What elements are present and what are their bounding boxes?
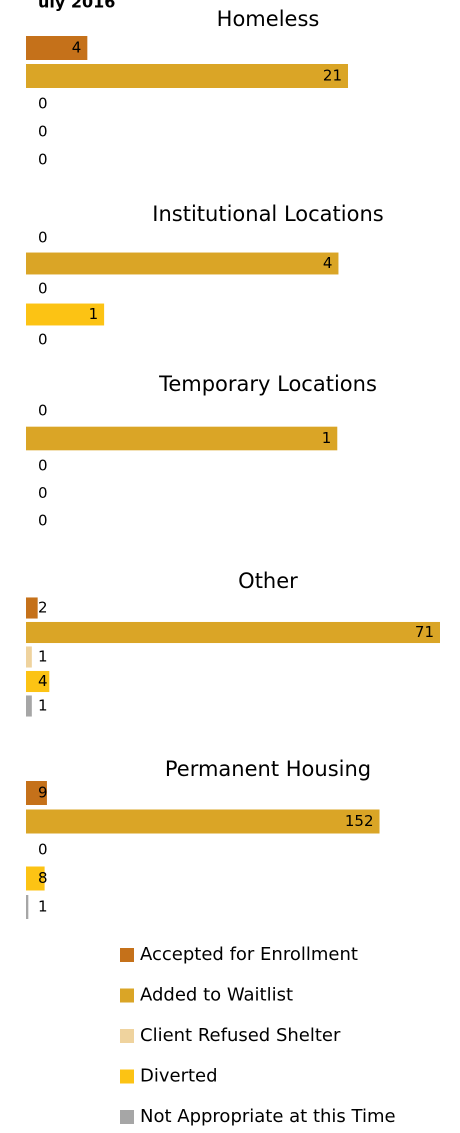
bar (26, 426, 338, 451)
value-label: 1 (38, 697, 48, 715)
bar (26, 895, 29, 919)
bar (26, 781, 47, 805)
bar (26, 809, 380, 834)
bar (26, 252, 339, 275)
bar (26, 646, 32, 668)
value-label: 4 (38, 672, 48, 690)
bar (26, 64, 348, 88)
value-label: 0 (38, 457, 48, 475)
value-label: 0 (38, 331, 48, 349)
value-label: 1 (322, 429, 332, 447)
panel-title: Institutional Locations (152, 202, 383, 226)
value-label: 0 (38, 151, 48, 169)
panel-title: Homeless (217, 7, 320, 31)
value-label: 1 (38, 648, 48, 666)
value-label: 0 (38, 229, 48, 247)
value-label: 0 (38, 512, 48, 530)
legend-label: Accepted for Enrollment (140, 944, 358, 965)
legend-label: Not Appropriate at this Time (140, 1106, 396, 1127)
panel-title: Temporary Locations (158, 372, 377, 396)
value-label: 0 (38, 123, 48, 141)
legend-swatch (120, 1110, 134, 1124)
value-label: 71 (415, 623, 434, 641)
panel-title: Other (238, 569, 298, 593)
value-label: 4 (323, 254, 333, 272)
legend-swatch (120, 1069, 134, 1084)
bar (26, 866, 45, 891)
value-label: 0 (38, 95, 48, 113)
bar (26, 670, 50, 693)
value-label: 1 (38, 898, 48, 916)
value-label: 4 (72, 39, 82, 57)
value-label: 0 (38, 280, 48, 298)
bar (26, 303, 105, 326)
page-title: uly 2016 (38, 0, 115, 12)
value-label: 0 (38, 841, 48, 859)
legend-label: Client Refused Shelter (140, 1025, 341, 1046)
legend-label: Added to Waitlist (140, 985, 293, 1006)
legend-label: Diverted (140, 1066, 218, 1087)
bar (26, 597, 38, 619)
legend-swatch (120, 948, 134, 962)
panel-title: Permanent Housing (165, 757, 371, 781)
bar (26, 621, 440, 644)
legend-swatch (120, 1029, 134, 1043)
legend-swatch (120, 988, 134, 1003)
value-label: 0 (38, 402, 48, 420)
value-label: 2 (38, 599, 48, 617)
bar (26, 695, 32, 717)
bar (26, 36, 88, 60)
value-label: 0 (38, 484, 48, 502)
value-label: 21 (323, 67, 342, 85)
value-label: 1 (89, 305, 99, 323)
value-label: 8 (38, 869, 48, 887)
value-label: 9 (38, 784, 48, 802)
value-label: 152 (345, 812, 374, 830)
